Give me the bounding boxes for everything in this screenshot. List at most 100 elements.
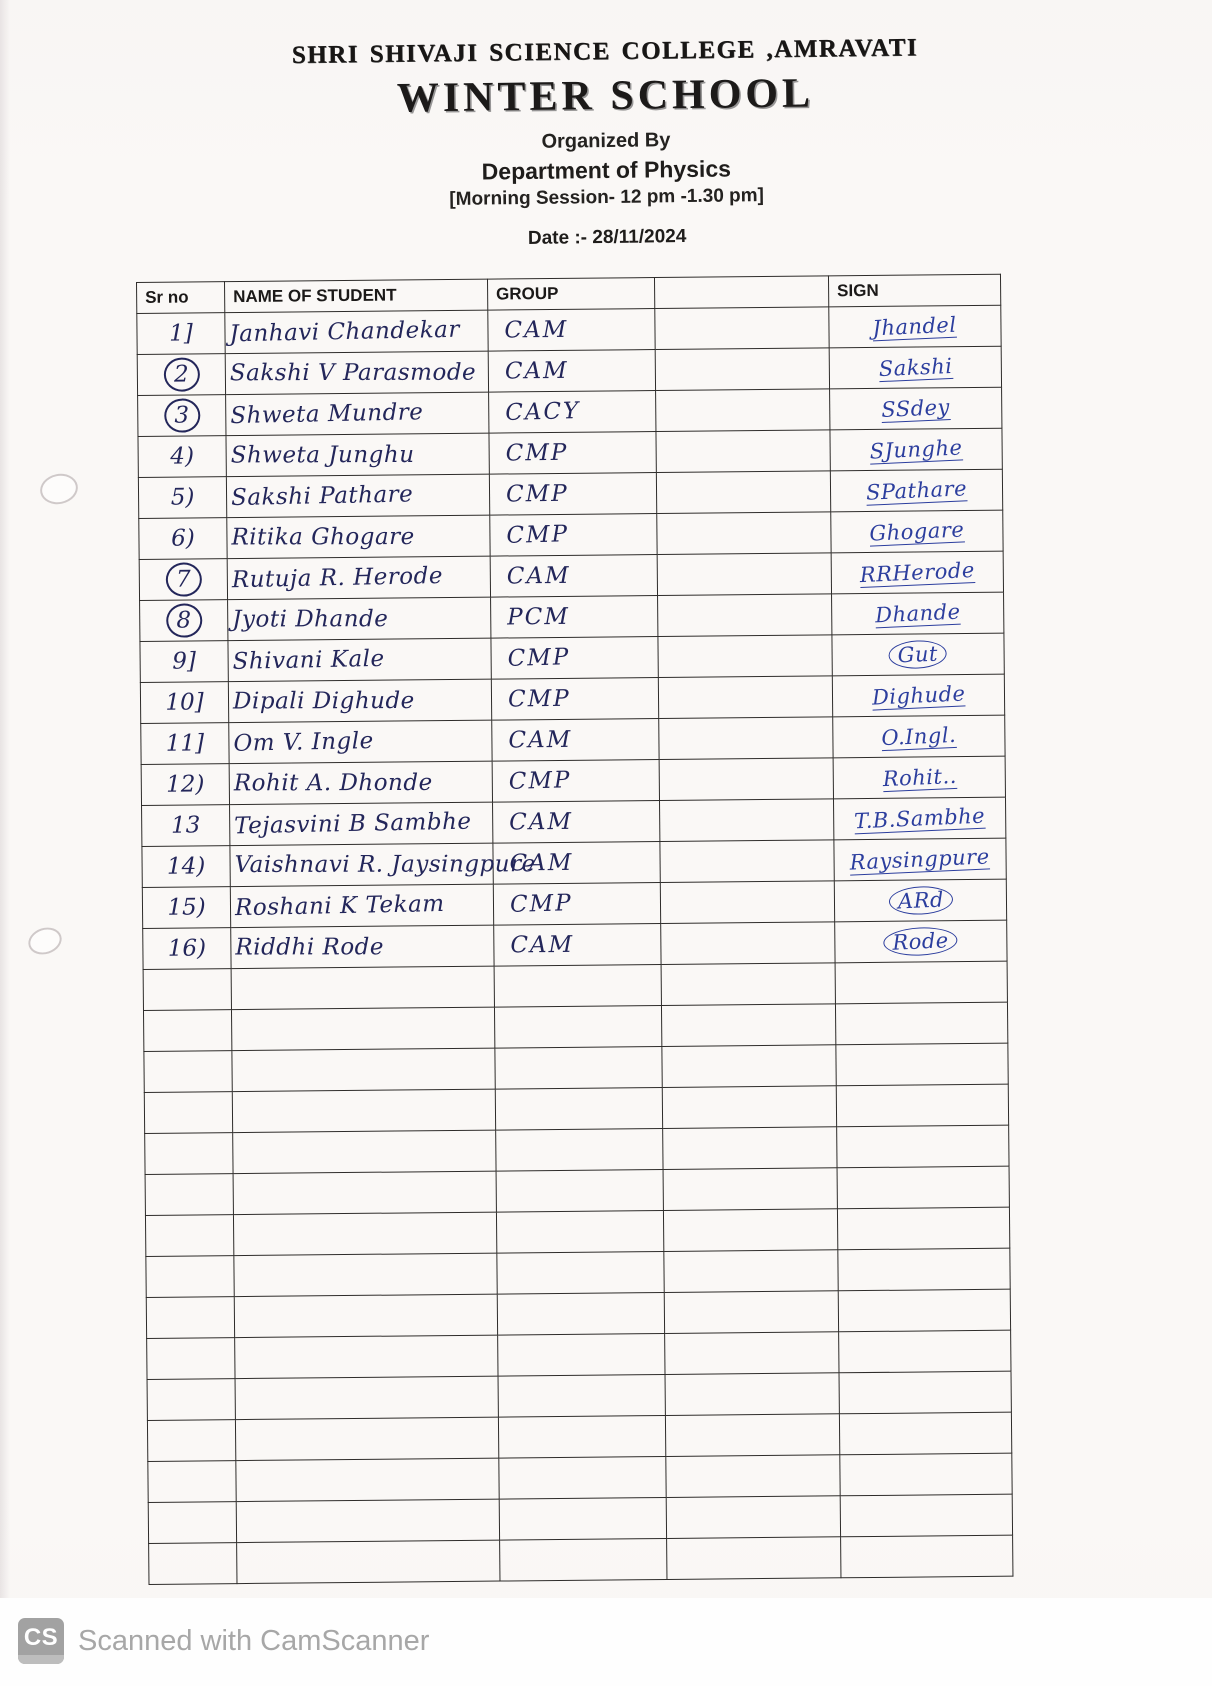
serial-number: 11]	[165, 730, 205, 757]
serial-number: 12)	[166, 771, 205, 798]
student-name-cell	[236, 1540, 500, 1584]
serial-number-cell: 7	[139, 558, 228, 601]
group-cell: CMP	[489, 513, 658, 557]
student-name-cell	[232, 1089, 496, 1133]
serial-number: 3	[163, 398, 200, 433]
student-name-cell	[234, 1335, 499, 1379]
signature: SPathare	[865, 475, 968, 506]
sign-cell	[839, 1371, 1012, 1414]
group-cell	[494, 964, 662, 1008]
blank-cell	[656, 470, 831, 514]
column-header-name: NAME OF STUDENT	[224, 279, 488, 313]
serial-number-cell	[145, 1255, 235, 1298]
group-value: CMP	[508, 767, 572, 795]
group-value: CMP	[506, 521, 570, 549]
signature: Jhandel	[872, 312, 958, 341]
group-cell	[494, 1005, 662, 1049]
sign-cell: ARd	[834, 879, 1007, 922]
group-value: CACY	[504, 397, 581, 427]
blank-cell	[661, 962, 836, 1006]
group-cell: CMP	[488, 431, 657, 475]
serial-number-cell	[147, 1460, 237, 1503]
sign-cell	[836, 1125, 1010, 1168]
sign-cell: Gut	[831, 633, 1005, 676]
blank-cell	[659, 839, 835, 883]
blank-cell	[654, 306, 830, 350]
group-cell: CMP	[492, 759, 660, 803]
blank-cell	[655, 429, 831, 473]
group-value: CMP	[507, 644, 571, 672]
camscanner-logo-text: CS	[23, 1624, 59, 1651]
serial-number: 4)	[170, 443, 195, 470]
serial-number: 10]	[165, 689, 204, 716]
group-cell	[496, 1210, 664, 1254]
hole-punch-mark	[37, 470, 81, 508]
group-cell: CAM	[493, 923, 662, 967]
group-value: CMP	[509, 890, 573, 918]
group-cell: CAM	[488, 349, 656, 393]
blank-cell	[661, 1003, 836, 1047]
serial-number-cell	[145, 1214, 234, 1257]
student-name: Vaishnavi R. Jaysingpure	[234, 851, 536, 879]
student-name-cell	[235, 1458, 500, 1502]
serial-number-cell: 15)	[142, 886, 231, 929]
student-name-cell	[235, 1417, 499, 1461]
sign-cell: RRHerode	[831, 551, 1004, 594]
student-name-cell: Vaishnavi R. Jaysingpure	[229, 843, 536, 887]
attendance-table: Sr no NAME OF STUDENT GROUP SIGN 1] Janh…	[136, 274, 1013, 1585]
blank-cell	[655, 347, 830, 391]
serial-number: 9]	[172, 648, 197, 675]
group-value: CMP	[507, 685, 571, 713]
student-name-cell	[231, 966, 495, 1010]
sign-cell: Rohit..	[833, 756, 1006, 799]
student-name: Shweta Mundre	[230, 399, 424, 430]
blank-cell	[662, 1126, 838, 1170]
serial-number: 1]	[169, 320, 193, 347]
sign-cell: SSdey	[829, 387, 1002, 430]
sign-cell	[835, 1043, 1009, 1086]
blank-cell	[658, 675, 833, 719]
sign-cell	[838, 1289, 1011, 1332]
serial-number: 15)	[167, 894, 206, 921]
serial-number: 6)	[171, 525, 195, 552]
student-name-cell	[231, 1007, 495, 1051]
serial-number-cell	[144, 1132, 234, 1175]
signature: ARd	[887, 885, 954, 916]
serial-number-cell	[143, 968, 232, 1011]
student-name-cell	[233, 1253, 498, 1297]
sign-cell	[836, 1084, 1009, 1127]
group-value: CAM	[510, 931, 575, 959]
group-cell: CAM	[491, 718, 660, 762]
sign-cell: Rode	[834, 920, 1008, 963]
group-cell: CAM	[490, 554, 658, 598]
camscanner-watermark: CS Scanned with CamScanner	[18, 1618, 429, 1664]
group-cell	[495, 1128, 664, 1172]
student-name: Shivani Kale	[232, 645, 385, 675]
serial-number-cell	[148, 1542, 237, 1585]
sign-cell: Sakshi	[829, 346, 1002, 389]
serial-number-cell	[147, 1419, 236, 1462]
sign-cell: Jhandel	[828, 305, 1002, 348]
serial-number-cell	[145, 1173, 234, 1216]
group-cell	[494, 1046, 663, 1090]
sign-cell	[837, 1248, 1011, 1291]
serial-number: 7	[165, 562, 202, 597]
student-name-cell: Shweta Junghu	[225, 433, 490, 477]
serial-number-cell	[147, 1378, 236, 1421]
student-name: Sakshi Pathare	[230, 481, 414, 512]
group-cell	[499, 1538, 667, 1582]
signature: Raysingpure	[849, 843, 991, 876]
group-cell: CMP	[491, 677, 659, 721]
serial-number-cell: 12)	[141, 763, 230, 806]
blank-cell	[665, 1372, 840, 1416]
student-name: Jyoti Dhande	[232, 606, 389, 633]
group-cell	[497, 1292, 665, 1336]
blank-cell	[661, 1044, 837, 1088]
serial-number-cell: 5)	[138, 476, 227, 519]
group-cell	[498, 1374, 666, 1418]
camscanner-watermark-text: Scanned with CamScanner	[78, 1624, 430, 1657]
signature: SSdey	[880, 394, 951, 423]
blank-cell	[663, 1167, 838, 1211]
sign-cell	[835, 1002, 1008, 1045]
group-cell: CAM	[487, 308, 656, 352]
